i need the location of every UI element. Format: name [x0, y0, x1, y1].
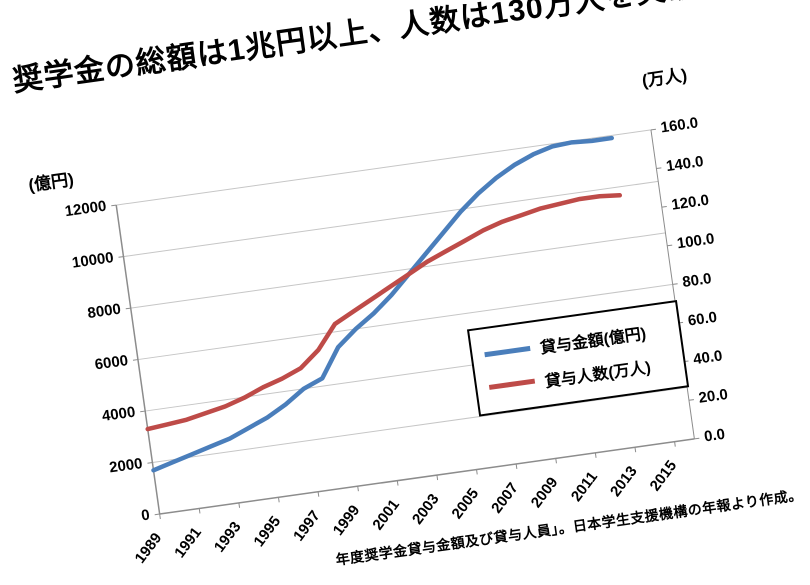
left-axis-tick-label: 4000 — [100, 403, 137, 426]
legend-label-recipients: 貸与人数(万人) — [543, 359, 652, 391]
left-axis-line — [115, 204, 161, 515]
left-axis-tick — [111, 204, 117, 207]
x-axis-tick — [436, 475, 439, 481]
x-axis-tick-label: 1997 — [290, 507, 324, 545]
gridline — [130, 232, 666, 309]
right-axis-tick — [650, 128, 656, 131]
right-axis-tick — [672, 283, 678, 285]
x-axis-tick-label: 1989 — [131, 529, 166, 567]
right-axis-tick-label: 120.0 — [670, 191, 711, 214]
x-axis-tick — [396, 480, 399, 486]
legend-label-loan-amount: 貸与金額(億円) — [539, 326, 648, 358]
right-axis-tick-label: 160.0 — [659, 114, 700, 137]
left-axis-unit: (億円) — [27, 169, 75, 195]
x-axis-line — [159, 438, 695, 515]
x-axis-tick-label: 1993 — [210, 518, 245, 556]
x-axis-tick — [476, 469, 478, 475]
left-axis-tick-label: 6000 — [93, 352, 130, 374]
right-axis-tick — [656, 167, 662, 170]
gridline — [137, 283, 673, 361]
right-axis-tick-label: 20.0 — [697, 385, 729, 407]
x-axis-tick — [277, 497, 280, 503]
x-axis-tick — [634, 447, 637, 453]
right-axis-tick — [694, 437, 700, 440]
right-axis-tick — [688, 399, 694, 401]
right-axis-tick-label: 0.0 — [703, 425, 727, 446]
x-axis-tick — [674, 441, 676, 447]
x-axis-tick — [555, 458, 557, 464]
legend-line-sample-red — [488, 378, 536, 391]
x-axis-tick — [317, 491, 320, 497]
x-axis-tick — [594, 452, 597, 458]
left-axis-tick-label: 2000 — [108, 455, 144, 477]
left-axis-tick-label: 0 — [140, 506, 151, 525]
right-axis-tick — [661, 205, 667, 208]
gridline — [123, 180, 659, 258]
left-axis-tick — [154, 513, 160, 516]
left-axis-tick-label: 8000 — [86, 300, 122, 323]
left-axis-tick — [118, 256, 124, 258]
x-axis-tick-label: 1995 — [250, 513, 285, 550]
left-axis-tick — [132, 359, 139, 361]
left-axis-tick-label: 10000 — [70, 249, 115, 272]
left-axis-tick — [140, 410, 146, 413]
right-axis-tick — [667, 244, 673, 247]
right-axis-unit: (万人) — [640, 65, 689, 91]
left-axis-tick — [125, 307, 131, 310]
left-axis-tick — [147, 462, 153, 464]
right-axis-tick-label: 80.0 — [681, 270, 713, 291]
legend-line-sample-blue — [484, 345, 531, 358]
right-axis-tick-label: 60.0 — [686, 308, 719, 330]
left-axis-tick-label: 12000 — [63, 197, 108, 221]
x-axis-tick — [515, 463, 518, 469]
x-axis-tick — [198, 508, 201, 514]
right-axis-tick-label: 140.0 — [665, 153, 705, 176]
x-axis-tick — [238, 502, 241, 508]
right-axis-tick-label: 100.0 — [675, 230, 716, 253]
x-axis-tick-label: 1991 — [171, 524, 205, 562]
series-line-0 — [151, 135, 614, 473]
x-axis-tick — [357, 486, 359, 492]
line-chart-svg — [111, 128, 700, 520]
right-axis-tick-label: 40.0 — [692, 347, 724, 369]
series-line-1 — [145, 193, 623, 432]
x-axis-tick — [159, 513, 161, 520]
plot-area: 貸与金額(億円) 貸与人数(万人) — [111, 128, 700, 520]
